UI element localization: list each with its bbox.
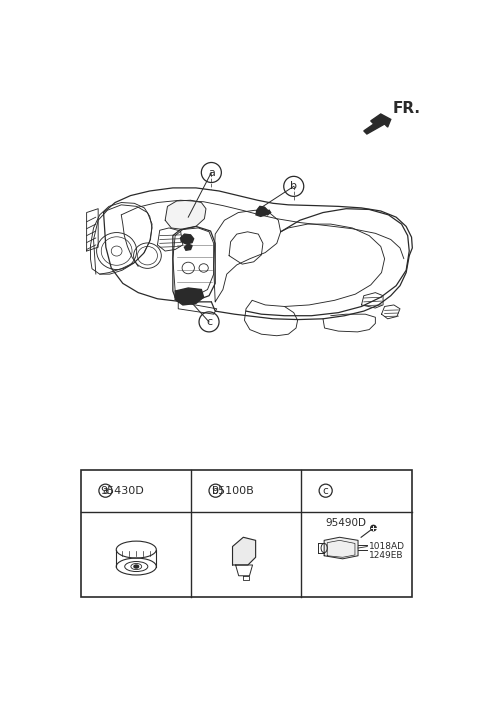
Text: 95430D: 95430D xyxy=(100,486,144,496)
Polygon shape xyxy=(364,114,391,134)
Text: a: a xyxy=(102,486,108,496)
Polygon shape xyxy=(232,537,256,565)
Bar xyxy=(81,469,411,597)
Ellipse shape xyxy=(134,565,139,568)
Circle shape xyxy=(371,525,376,531)
Polygon shape xyxy=(184,244,192,250)
Text: b: b xyxy=(290,181,297,191)
Text: c: c xyxy=(323,486,328,496)
Polygon shape xyxy=(324,537,358,559)
Text: a: a xyxy=(208,167,215,177)
Text: b: b xyxy=(212,486,219,496)
Text: c: c xyxy=(206,317,212,327)
Text: 95490D: 95490D xyxy=(325,517,366,528)
Polygon shape xyxy=(165,201,206,229)
Text: FR.: FR. xyxy=(392,101,420,116)
Polygon shape xyxy=(256,206,267,217)
Polygon shape xyxy=(180,234,193,244)
Text: 1018AD: 1018AD xyxy=(369,542,405,551)
Text: 1249EB: 1249EB xyxy=(369,551,403,561)
Polygon shape xyxy=(175,288,204,305)
Polygon shape xyxy=(264,210,271,215)
Text: 95100B: 95100B xyxy=(211,486,254,496)
